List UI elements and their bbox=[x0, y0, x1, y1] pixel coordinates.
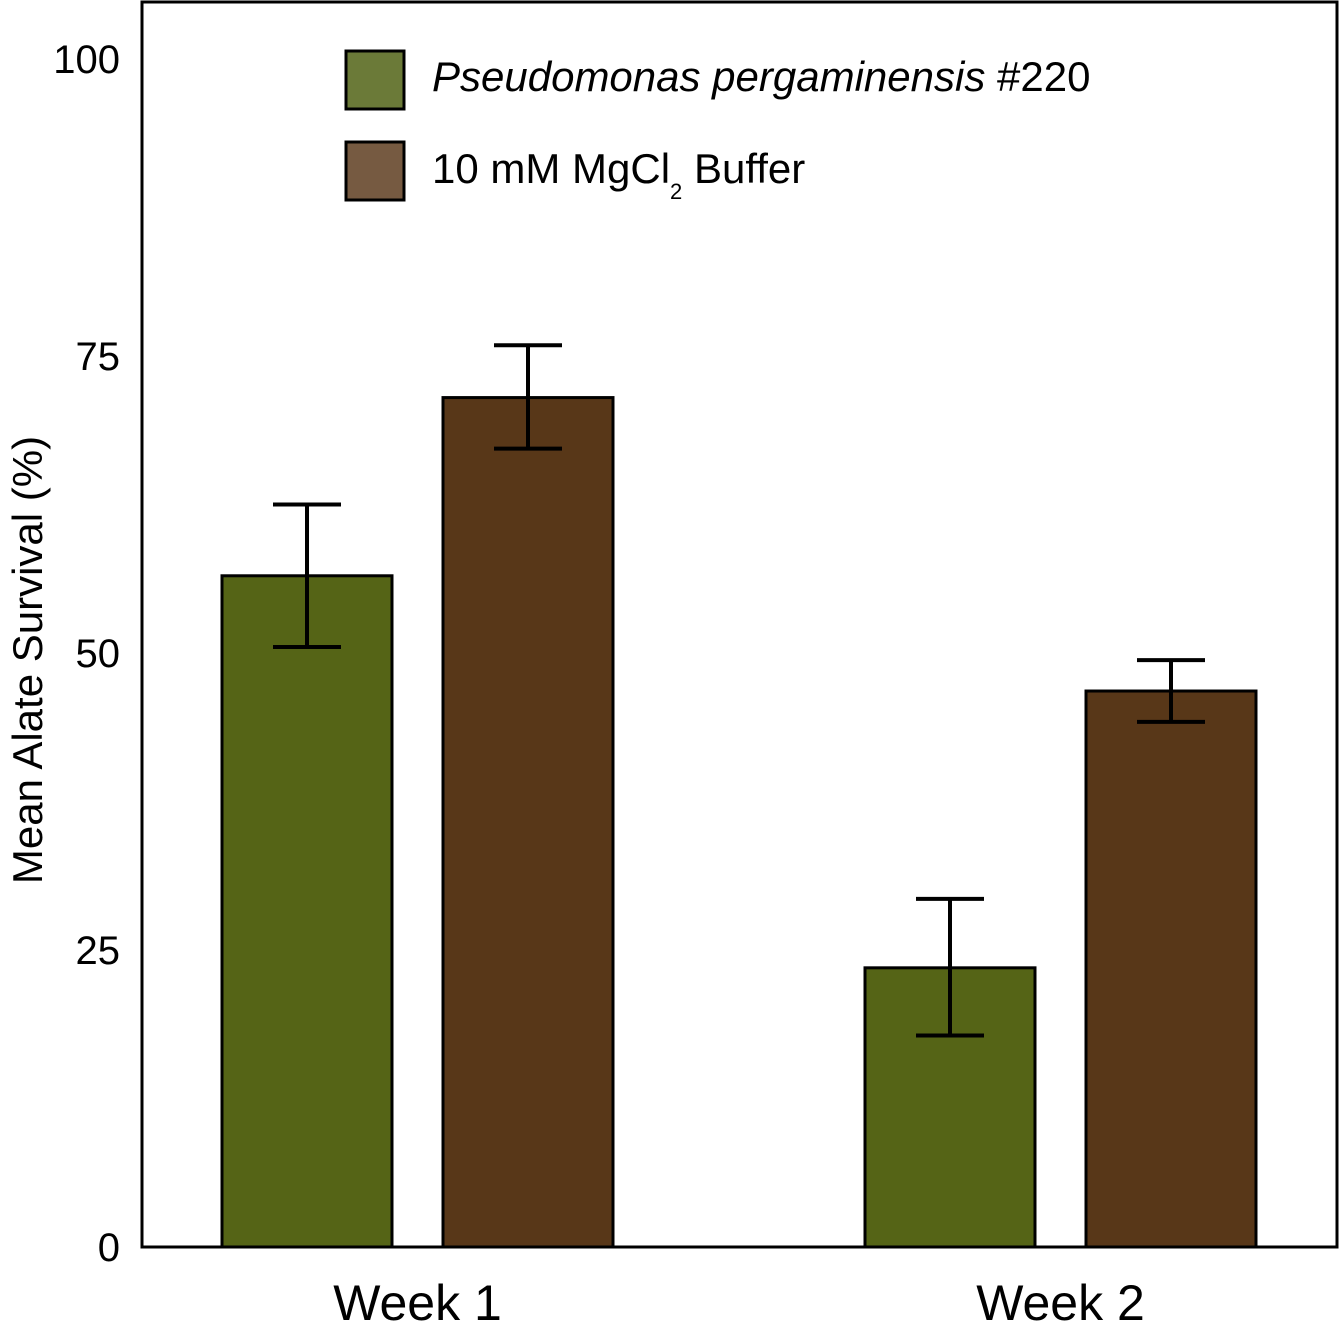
legend-label-buffer: 10 mM MgCl2 Buffer bbox=[432, 145, 805, 204]
error-bar-pseudomonas-week-1 bbox=[273, 502, 341, 650]
legend: Pseudomonas pergaminensis #220 10 mM MgC… bbox=[344, 49, 1090, 204]
bar-buffer-week-2 bbox=[1084, 689, 1258, 1249]
legend-swatch-pseudomonas bbox=[344, 49, 406, 111]
y-tick-label: 75 bbox=[76, 335, 121, 379]
error-bar-pseudomonas-week-2 bbox=[916, 896, 984, 1038]
y-axis-title: Mean Alate Survival (%) bbox=[4, 436, 51, 884]
bars-layer bbox=[220, 396, 1258, 1249]
y-tick-label: 25 bbox=[76, 929, 121, 973]
x-category-label: Week 2 bbox=[976, 1275, 1145, 1331]
x-category-label: Week 1 bbox=[333, 1275, 502, 1331]
y-tick-label: 0 bbox=[98, 1226, 120, 1270]
error-bars-layer bbox=[273, 343, 1205, 1038]
error-bar-buffer-week-2 bbox=[1137, 658, 1205, 724]
plot-frame bbox=[140, 0, 1339, 1249]
legend-swatch-buffer bbox=[344, 140, 406, 202]
x-category-labels: Week 1 Week 2 bbox=[333, 1275, 1145, 1331]
bar-pseudomonas-week-1 bbox=[220, 574, 394, 1249]
y-tick-label: 100 bbox=[53, 38, 120, 82]
legend-label-pseudomonas: Pseudomonas pergaminensis #220 bbox=[432, 53, 1090, 100]
bar-buffer-week-1 bbox=[441, 396, 615, 1249]
y-tick-label: 50 bbox=[76, 632, 121, 676]
error-bar-buffer-week-1 bbox=[494, 343, 562, 451]
y-tick-labels: 0 25 50 75 100 bbox=[53, 38, 120, 1270]
